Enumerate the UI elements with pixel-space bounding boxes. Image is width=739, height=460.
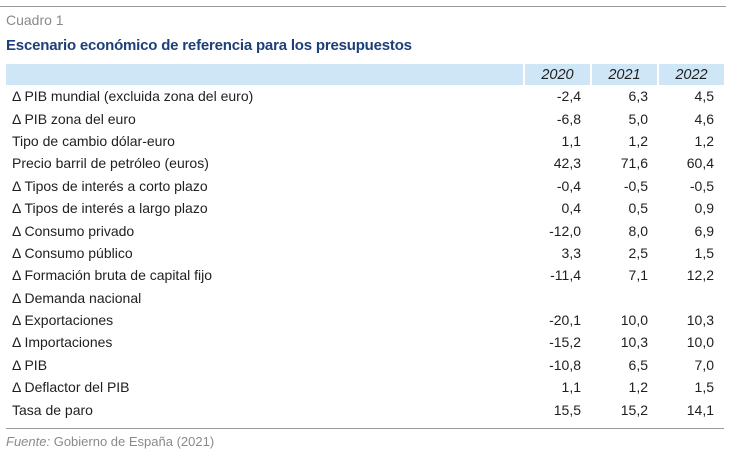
value-cell: -20,1 xyxy=(549,312,581,329)
row-label: Δ Demanda nacional xyxy=(12,289,142,306)
table-row: Δ Deflactor del PIB 1,1 1,2 1,5 xyxy=(6,376,724,398)
table-row: Precio barril de petróleo (euros) 42,3 71,… xyxy=(6,152,724,174)
header-row: 2020 2021 2022 xyxy=(6,64,724,85)
table-row: Δ PIB zona del euro -6,8 5,0 4,6 xyxy=(6,107,724,129)
value-cell: 6,9 xyxy=(694,222,714,239)
value-cell: 1,2 xyxy=(628,132,648,149)
table-row: Tasa de paro 15,5 15,2 14,1 xyxy=(6,398,724,420)
value-cell: 60,4 xyxy=(686,155,714,172)
table-row: Δ Tipos de interés a largo plazo 0,4 0,5 0,… xyxy=(6,197,724,219)
value-cell: 12,2 xyxy=(686,267,714,284)
year-header: 2022 xyxy=(657,64,724,85)
value-cell: 6,3 xyxy=(628,88,648,105)
value-cell: 6,5 xyxy=(628,356,648,373)
row-label: Δ PIB mundial (excluida zona del euro) xyxy=(12,88,254,105)
value-cell: 8,0 xyxy=(628,222,648,239)
value-cell: 1,2 xyxy=(694,132,714,149)
row-label: Δ Exportaciones xyxy=(12,312,114,329)
row-label: Δ Formación bruta de capital fijo xyxy=(12,267,213,284)
value-cell: 2,5 xyxy=(628,244,648,261)
row-label: Tipo de cambio dólar-euro xyxy=(12,132,175,149)
value-cell: 10,3 xyxy=(686,312,714,329)
source-prefix: Fuente: xyxy=(6,434,51,449)
bottom-divider xyxy=(6,428,724,429)
value-cell: -0,5 xyxy=(623,177,648,194)
value-cell: 5,0 xyxy=(628,110,648,127)
value-cell: -0,5 xyxy=(689,177,714,194)
value-cell: 0,5 xyxy=(628,200,648,217)
box-label: Cuadro 1 xyxy=(6,12,64,28)
value-cell: 3,3 xyxy=(561,244,581,261)
row-label: Δ Tipos de interés a largo plazo xyxy=(12,200,208,217)
value-cell: 1,5 xyxy=(694,379,714,396)
value-cell: 10,0 xyxy=(686,334,714,351)
row-label: Δ Tipos de interés a corto plazo xyxy=(12,177,208,194)
value-cell: 71,6 xyxy=(620,155,648,172)
data-table: 2020 2021 2022 Δ PIB mundial (excluida z… xyxy=(6,64,724,421)
table-row: Δ Demanda nacional xyxy=(6,287,724,309)
value-cell: 14,1 xyxy=(686,401,714,418)
value-cell: 1,5 xyxy=(694,244,714,261)
row-label: Δ PIB zona del euro xyxy=(12,110,136,127)
row-label: Precio barril de petróleo (euros) xyxy=(12,155,209,172)
value-cell: 42,3 xyxy=(553,155,581,172)
table-row: Δ Exportaciones -20,1 10,0 10,3 xyxy=(6,309,724,331)
value-cell: 10,0 xyxy=(620,312,648,329)
table-row: Δ Consumo público 3,3 2,5 1,5 xyxy=(6,242,724,264)
row-label: Δ Deflactor del PIB xyxy=(12,379,130,396)
value-cell: 4,6 xyxy=(694,110,714,127)
value-cell: -15,2 xyxy=(549,334,581,351)
value-cell: 0,9 xyxy=(694,200,714,217)
value-cell: 0,4 xyxy=(561,200,581,217)
value-cell: 7,1 xyxy=(628,267,648,284)
table-row: Δ Consumo privado -12,0 8,0 6,9 xyxy=(6,219,724,241)
table-row: Δ Importaciones -15,2 10,3 10,0 xyxy=(6,331,724,353)
value-cell: 1,1 xyxy=(561,132,581,149)
value-cell xyxy=(591,287,658,309)
value-cell: 1,1 xyxy=(561,379,581,396)
value-cell: 15,5 xyxy=(553,401,581,418)
table-row: Tipo de cambio dólar-euro 1,1 1,2 1,2 xyxy=(6,130,724,152)
value-cell: -2,4 xyxy=(556,88,581,105)
table-title: Escenario económico de referencia para l… xyxy=(6,37,412,54)
value-cell: -11,4 xyxy=(550,267,581,284)
value-cell: 1,2 xyxy=(628,379,648,396)
value-cell: 7,0 xyxy=(694,356,714,373)
row-label: Δ Consumo privado xyxy=(12,222,135,239)
table-body: Δ PIB mundial (excluida zona del euro) -2… xyxy=(6,85,724,421)
row-label: Δ Consumo público xyxy=(12,244,133,261)
value-cell: 4,5 xyxy=(694,88,714,105)
value-cell: -6,8 xyxy=(556,110,581,127)
value-cell: -10,8 xyxy=(549,356,581,373)
value-cell: 15,2 xyxy=(620,401,648,418)
value-cell: -12,0 xyxy=(549,222,581,239)
value-cell: -0,4 xyxy=(556,177,581,194)
table-row: Δ Formación bruta de capital fijo -11,4 7,… xyxy=(6,264,724,286)
value-cell xyxy=(658,287,724,309)
value-cell: 10,3 xyxy=(620,334,648,351)
source-text: Gobierno de España (2021) xyxy=(50,434,215,449)
source-note: Fuente: Gobierno de España (2021) xyxy=(6,434,214,449)
row-label: Δ PIB xyxy=(12,356,48,373)
year-header: 2021 xyxy=(590,64,658,85)
top-divider xyxy=(0,6,726,7)
table-row: Δ PIB -10,8 6,5 7,0 xyxy=(6,354,724,376)
table-row: Δ Tipos de interés a corto plazo -0,4 -0,5… xyxy=(6,175,724,197)
row-label: Δ Importaciones xyxy=(12,334,113,351)
table-row: Δ PIB mundial (excluida zona del euro) -2… xyxy=(6,85,724,107)
header-label-cell xyxy=(6,64,524,85)
value-cell xyxy=(524,287,591,309)
year-header: 2020 xyxy=(523,64,591,85)
row-label: Tasa de paro xyxy=(12,401,93,418)
